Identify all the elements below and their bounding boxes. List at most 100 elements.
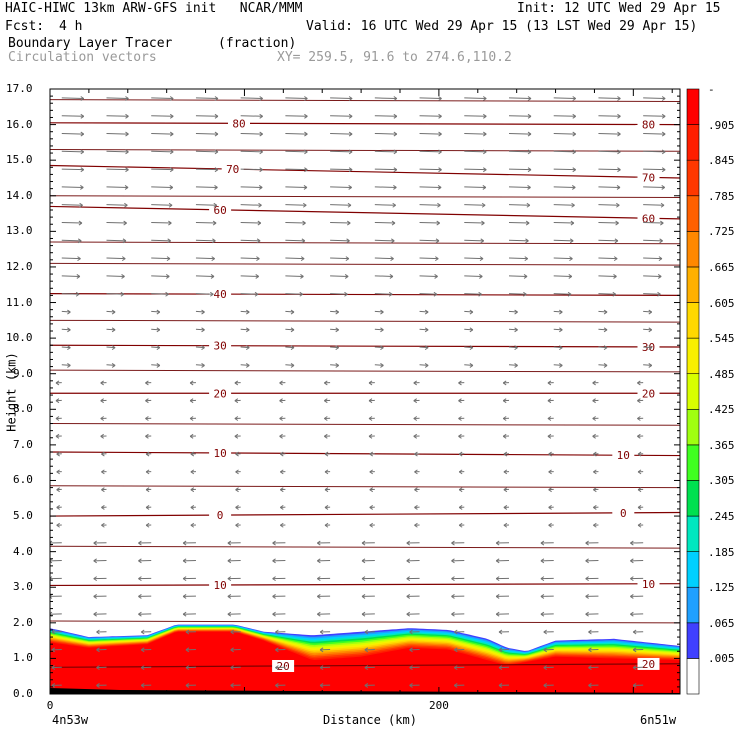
circulation-vector <box>374 238 395 244</box>
vector-head <box>637 433 641 439</box>
vector-head <box>469 309 474 315</box>
circulation-vector <box>190 469 196 475</box>
vector-shaft <box>106 310 116 313</box>
vector-head <box>101 487 105 493</box>
circulation-vector <box>419 327 429 333</box>
vector-shaft <box>553 168 576 171</box>
vector-shaft <box>643 275 662 277</box>
vector-shaft <box>598 97 621 99</box>
circulation-vector <box>598 149 621 155</box>
vector-head <box>540 558 545 564</box>
vector-shaft <box>106 204 128 206</box>
vector-head <box>659 238 663 244</box>
circulation-vector <box>61 309 71 315</box>
vector-shaft <box>508 328 518 331</box>
circulation-vector <box>502 398 510 404</box>
vector-head <box>451 540 455 546</box>
circulation-vector <box>189 433 196 439</box>
circulation-vector <box>593 522 599 528</box>
circulation-vector <box>319 629 331 635</box>
circulation-vector <box>106 327 116 333</box>
circulation-vector <box>145 451 152 457</box>
circulation-vector <box>138 540 152 546</box>
vector-head <box>145 451 150 457</box>
vector-shaft <box>106 97 129 99</box>
vector-head <box>346 238 350 244</box>
vector-head <box>661 131 666 137</box>
vector-head <box>214 185 218 190</box>
isotherm-label: 80 <box>232 117 245 130</box>
vector-head <box>165 291 169 297</box>
vector-head <box>588 665 592 671</box>
vector-head <box>51 629 56 635</box>
vector-head <box>543 647 547 653</box>
vector-head <box>317 540 321 546</box>
vector-shaft <box>285 115 308 117</box>
isotherm-line <box>50 583 680 587</box>
vector-head <box>569 256 573 262</box>
circulation-vector <box>369 522 375 528</box>
vector-head <box>77 238 82 244</box>
circulation-vector <box>495 611 510 617</box>
vector-head <box>230 665 234 671</box>
vector-head <box>125 96 129 101</box>
circulation-vector <box>55 380 62 386</box>
colorbar-swatch <box>686 159 700 197</box>
vector-shaft <box>106 168 129 171</box>
isotherm-label: 20 <box>642 387 655 400</box>
circulation-vector <box>508 362 518 368</box>
vector-head <box>169 113 174 119</box>
circulation-vector <box>324 380 331 386</box>
vector-head <box>661 185 665 190</box>
circulation-vector <box>240 327 250 333</box>
circulation-vector <box>61 113 85 119</box>
circulation-vector <box>637 451 644 457</box>
init-time: Init: 12 UTC Wed 29 Apr 15 <box>517 1 721 16</box>
circulation-vector <box>374 256 394 262</box>
circulation-vector <box>56 505 62 510</box>
vector-head <box>304 96 308 101</box>
vector-head <box>80 131 85 137</box>
vector-head <box>125 167 129 173</box>
vector-head <box>304 167 308 173</box>
circulation-vector <box>240 309 250 315</box>
circulation-vector <box>324 451 331 457</box>
vector-head <box>214 113 219 119</box>
circulation-vector <box>151 274 170 279</box>
circulation-vector <box>632 682 644 688</box>
circulation-vector <box>101 469 107 475</box>
circulation-vector <box>369 451 375 457</box>
vector-head <box>613 274 617 279</box>
vector-head <box>138 594 142 599</box>
vector-head <box>303 185 308 190</box>
circulation-vector <box>543 665 554 671</box>
vector-head <box>190 451 195 457</box>
vector-shaft <box>151 257 170 260</box>
vector-shaft <box>61 275 80 277</box>
vector-head <box>657 291 661 297</box>
vector-head <box>145 433 149 439</box>
colorbar-swatch <box>686 658 700 695</box>
circulation-vector <box>643 131 666 137</box>
vector-head <box>227 558 232 564</box>
vector-head <box>540 594 545 599</box>
vector-head <box>630 558 634 564</box>
vector-shaft <box>330 168 353 171</box>
vector-head <box>56 522 60 528</box>
vector-head <box>527 96 532 101</box>
vector-head <box>436 220 440 226</box>
circulation-vector <box>285 202 307 208</box>
vector-head <box>567 291 572 297</box>
circulation-vector <box>195 202 218 208</box>
circulation-vector <box>508 291 527 297</box>
vector-head <box>256 238 261 244</box>
vector-head <box>182 576 187 582</box>
colorbar-label: .065 <box>708 616 735 630</box>
vector-shaft <box>61 239 82 242</box>
vector-head <box>140 629 145 635</box>
circulation-vector <box>419 274 438 279</box>
circulation-vector <box>361 558 375 564</box>
circulation-vector <box>61 202 83 208</box>
vector-head <box>324 433 328 439</box>
isotherm-label: 0 <box>217 509 224 522</box>
